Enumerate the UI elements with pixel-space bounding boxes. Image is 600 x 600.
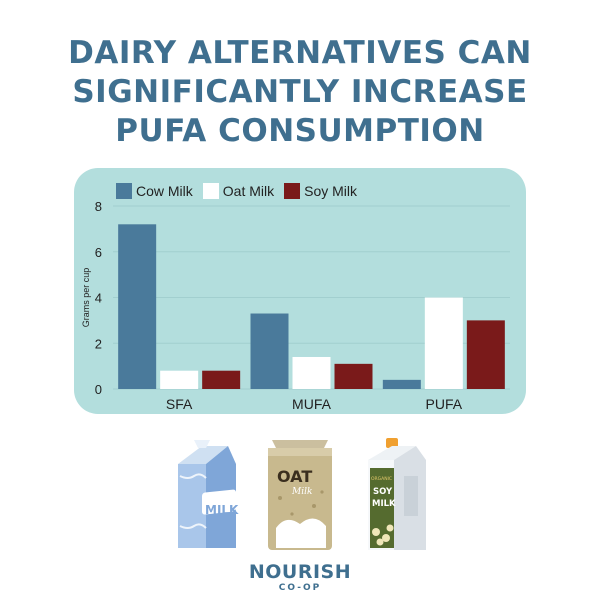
- y-axis-label: Grams per cup: [81, 268, 91, 328]
- legend-swatch-oat: [202, 183, 219, 199]
- bar-cow-milk-sfa: [118, 224, 157, 389]
- y-tick-label: 8: [95, 199, 102, 214]
- soy-carton-toplabel: ORGANIC: [371, 476, 392, 482]
- legend-swatch-cow: [116, 183, 132, 199]
- x-tick-label: SFA: [166, 396, 193, 412]
- product-illustrations: MILK OAT Milk ORGANIC SOY MILK: [0, 430, 600, 560]
- legend-item-oat: Oat Milk: [202, 183, 275, 199]
- title-line-2: SIGNIFICANTLY INCREASE: [72, 74, 528, 110]
- oat-milk-bag-icon: OAT Milk: [268, 440, 332, 550]
- bar-oat-milk-mufa: [292, 356, 331, 389]
- legend-item-soy: Soy Milk: [284, 183, 357, 199]
- bar-cow-milk-pufa: [382, 379, 421, 389]
- soy-carton-label-1: SOY: [373, 487, 393, 497]
- legend-label-oat: Oat Milk: [222, 183, 275, 199]
- y-tick-label: 6: [95, 245, 102, 260]
- chart-legend: Cow Milk Oat Milk Soy Milk: [116, 181, 357, 201]
- x-tick-label: PUFA: [426, 396, 463, 412]
- legend-swatch-soy: [284, 183, 301, 199]
- milk-carton-icon: MILK: [178, 440, 239, 548]
- milk-carton-label: MILK: [205, 503, 239, 517]
- oat-bag-sublabel: Milk: [291, 487, 312, 497]
- title-line-1: DAIRY ALTERNATIVES CAN: [68, 35, 532, 71]
- bar-oat-milk-pufa: [424, 297, 463, 389]
- legend-item-cow: Cow Milk: [116, 183, 193, 199]
- bar-soy-milk-sfa: [202, 370, 241, 389]
- title-line-3: PUFA CONSUMPTION: [115, 113, 485, 149]
- bar-soy-milk-mufa: [334, 363, 373, 389]
- x-tick-label: MUFA: [292, 396, 332, 412]
- soy-carton-label-2: MILK: [372, 499, 396, 509]
- y-tick-label: 2: [95, 336, 102, 351]
- logo-sub-text: CO-OP: [278, 583, 322, 593]
- legend-label-cow: Cow Milk: [136, 183, 193, 199]
- bar-soy-milk-pufa: [466, 320, 505, 389]
- bar-cow-milk-mufa: [250, 313, 289, 389]
- brand-logo: NOURISH CO-OP: [0, 562, 600, 594]
- page-title: DAIRY ALTERNATIVES CAN SIGNIFICANTLY INC…: [0, 34, 600, 151]
- logo-main-text: NOURISH: [248, 561, 352, 583]
- y-tick-label: 4: [95, 291, 102, 306]
- y-tick-label: 0: [95, 382, 102, 397]
- soy-milk-carton-icon: ORGANIC SOY MILK: [368, 438, 426, 550]
- oat-bag-label: OAT: [277, 467, 312, 486]
- bar-oat-milk-sfa: [160, 370, 199, 389]
- legend-label-soy: Soy Milk: [304, 183, 358, 199]
